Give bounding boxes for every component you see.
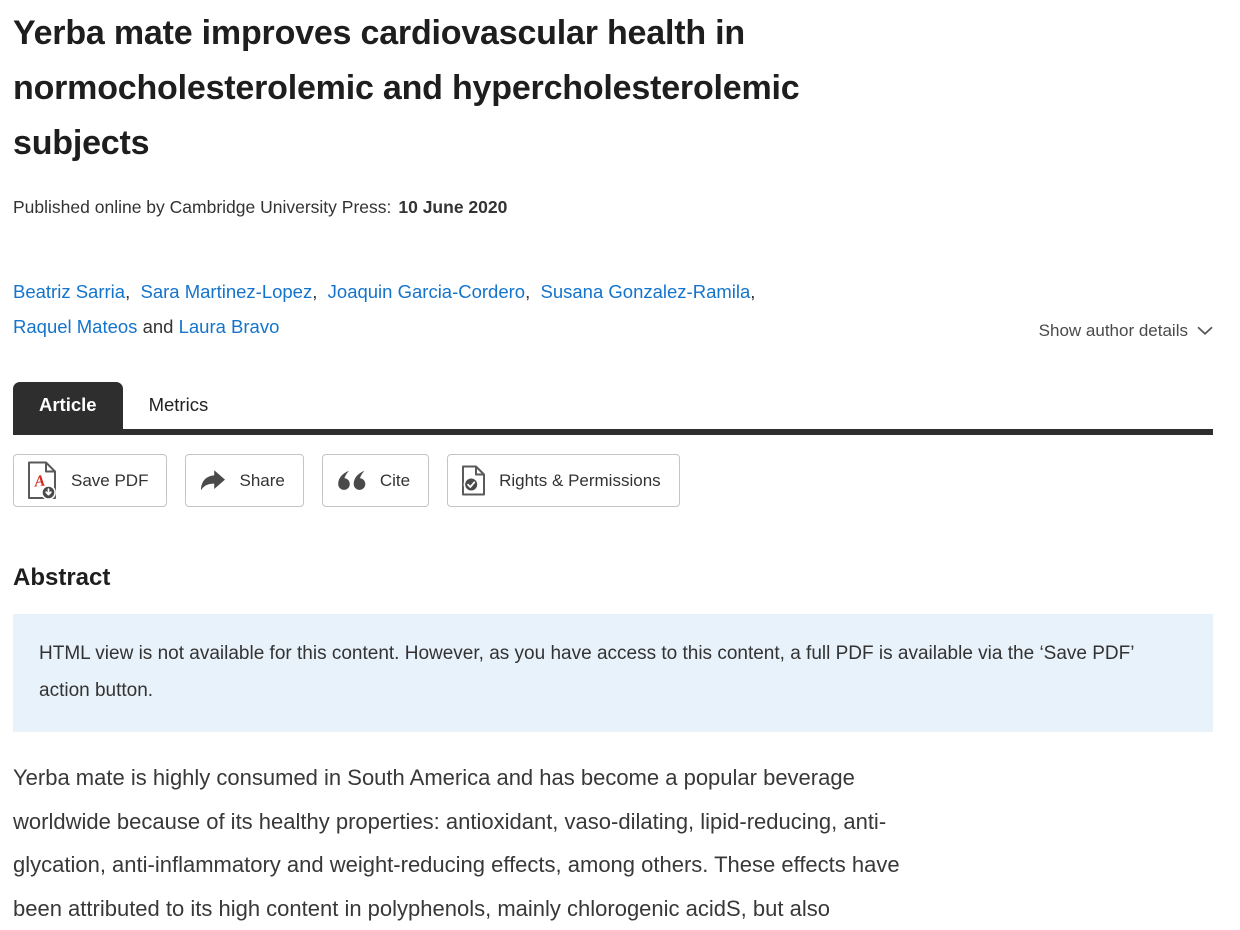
tab-article[interactable]: Article: [13, 382, 123, 429]
author-link[interactable]: Laura Bravo: [179, 316, 280, 337]
author-link[interactable]: Beatriz Sarria: [13, 281, 125, 302]
abstract-text-line: been attributed to its high content in p…: [13, 887, 1213, 930]
abstract-text-line: worldwide because of its healthy propert…: [13, 800, 1213, 844]
share-label: Share: [239, 471, 284, 491]
action-toolbar: A Save PDF Share Cite: [13, 454, 1213, 507]
save-pdf-label: Save PDF: [71, 471, 148, 491]
abstract-body: Yerba mate is highly consumed in South A…: [13, 756, 1213, 930]
abstract-heading: Abstract: [13, 564, 1213, 592]
cite-button[interactable]: Cite: [322, 454, 429, 507]
tab-bar: Article Metrics: [13, 382, 1213, 435]
author-link[interactable]: Sara Martinez-Lopez: [141, 281, 313, 302]
rights-permissions-button[interactable]: Rights & Permissions: [447, 454, 680, 507]
chevron-down-icon: [1197, 326, 1213, 336]
quote-cite-icon: [336, 470, 367, 491]
author-list: Beatriz Sarria, Sara Martinez-Lopez, Joa…: [13, 274, 1213, 344]
author-link[interactable]: Susana Gonzalez-Ramila: [541, 281, 751, 302]
show-author-details-link[interactable]: Show author details: [1039, 321, 1213, 341]
html-unavailable-notice: HTML view is not available for this cont…: [13, 614, 1213, 732]
article-title: Yerba mate improves cardiovascular healt…: [13, 6, 893, 171]
tab-metrics[interactable]: Metrics: [123, 382, 235, 429]
abstract-text-line: glycation, anti-inflammatory and weight-…: [13, 843, 1213, 887]
save-pdf-button[interactable]: A Save PDF: [13, 454, 167, 507]
author-link[interactable]: Raquel Mateos: [13, 316, 137, 337]
published-line: Published online by Cambridge University…: [13, 197, 1213, 218]
published-date: 10 June 2020: [398, 197, 507, 217]
share-button[interactable]: Share: [185, 454, 303, 507]
rights-check-document-icon: [461, 465, 486, 496]
show-author-details-label: Show author details: [1039, 321, 1188, 341]
notice-text: HTML view is not available for this cont…: [39, 643, 1134, 701]
authors-row: Beatriz Sarria, Sara Martinez-Lopez, Joa…: [13, 274, 1213, 344]
abstract-text-line: Yerba mate is highly consumed in South A…: [13, 756, 1213, 800]
author-link[interactable]: Joaquin Garcia-Cordero: [328, 281, 525, 302]
published-prefix: Published online by Cambridge University…: [13, 197, 391, 217]
cite-label: Cite: [380, 471, 410, 491]
rights-permissions-label: Rights & Permissions: [499, 471, 661, 491]
pdf-download-icon: A: [27, 461, 58, 500]
share-icon: [199, 469, 226, 492]
